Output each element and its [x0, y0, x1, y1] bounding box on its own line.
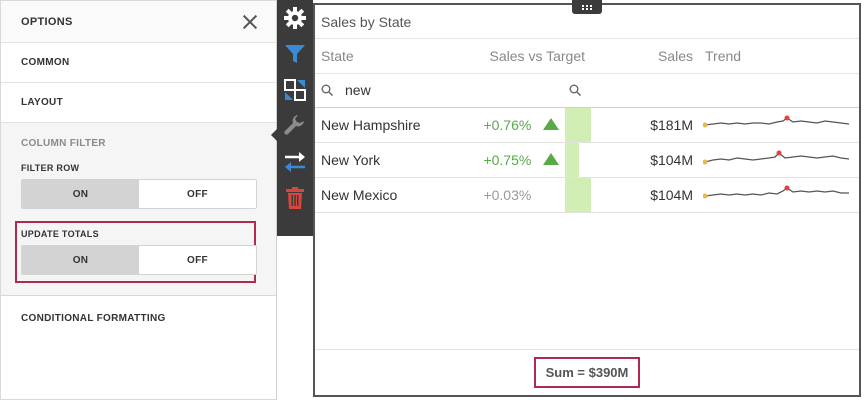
- update-totals-toggle: ON OFF: [21, 245, 257, 275]
- column-header-state[interactable]: State: [321, 47, 354, 64]
- update-totals-off-button[interactable]: OFF: [187, 254, 208, 266]
- options-panel: OPTIONS COMMON LAYOUT COLUMN FILTER FILT…: [0, 0, 277, 400]
- update-totals-field: UPDATE TOTALS ON OFF: [15, 221, 257, 283]
- target-bar: [565, 142, 580, 177]
- delta-value: +0.03%: [483, 186, 532, 203]
- total-sum: Sum = $390M: [533, 357, 641, 388]
- options-header: OPTIONS: [1, 1, 276, 43]
- update-totals-on-button[interactable]: ON: [22, 246, 139, 274]
- totals-footer: Sum = $390M: [315, 349, 859, 395]
- table-row[interactable]: New Hampshire +0.76% $181M: [315, 107, 859, 143]
- wrench-icon[interactable]: [277, 108, 313, 144]
- data-grid: State Sales vs Target Sales Trend new: [315, 39, 859, 213]
- up-arrow-icon: [543, 117, 559, 130]
- filter-row: new: [315, 72, 859, 108]
- section-column-filter: COLUMN FILTER FILTER ROW ON OFF UPDATE T…: [1, 123, 276, 296]
- swap-arrows-icon[interactable]: [277, 144, 313, 180]
- section-conditional-formatting[interactable]: CONDITIONAL FORMATTING: [21, 312, 166, 324]
- search-icon: [569, 84, 581, 96]
- trend-sparkline: [702, 115, 850, 128]
- filter-row-field: FILTER ROW ON OFF: [1, 163, 276, 221]
- table-row[interactable]: New York +0.75% $104M: [315, 142, 859, 178]
- item-caption: Sales by State: [315, 5, 859, 39]
- column-header-trend[interactable]: Trend: [705, 47, 742, 64]
- state-filter-value: new: [345, 82, 371, 98]
- drag-handle-icon[interactable]: [572, 0, 602, 14]
- close-icon[interactable]: [242, 14, 258, 30]
- panel-pointer: [271, 128, 278, 142]
- gear-icon[interactable]: [277, 0, 313, 36]
- sales-cell: $104M: [591, 177, 699, 213]
- sales-cell: $181M: [591, 107, 699, 143]
- item-toolbar: [277, 0, 313, 236]
- state-cell: New York: [315, 142, 460, 178]
- layout-transform-icon[interactable]: [277, 72, 313, 108]
- grid-dashboard-item: Sales by State State Sales vs Target Sal…: [313, 3, 861, 397]
- table-row[interactable]: New Mexico +0.03% $104M: [315, 177, 859, 213]
- filter-icon[interactable]: [277, 36, 313, 72]
- column-header-sales[interactable]: Sales: [657, 47, 693, 64]
- sales-cell: $104M: [591, 142, 699, 178]
- delta-value: +0.76%: [483, 116, 532, 133]
- target-bar: [565, 177, 591, 212]
- options-title: OPTIONS: [21, 15, 73, 28]
- target-bar: [565, 107, 591, 142]
- trash-icon[interactable]: [277, 180, 313, 216]
- filter-row-label: FILTER ROW: [21, 163, 80, 173]
- state-cell: New Mexico: [315, 177, 460, 213]
- filter-row-toggle: ON OFF: [21, 179, 257, 209]
- section-common[interactable]: COMMON: [1, 43, 276, 83]
- search-icon: [321, 84, 333, 96]
- update-totals-label: UPDATE TOTALS: [21, 229, 99, 239]
- section-layout[interactable]: LAYOUT: [1, 83, 276, 123]
- delta-value: +0.75%: [483, 151, 532, 168]
- state-cell: New Hampshire: [315, 107, 460, 143]
- sales-vs-target-filter-input[interactable]: [466, 84, 585, 96]
- column-header-sales-vs-target[interactable]: Sales vs Target: [489, 47, 585, 64]
- state-filter-input[interactable]: new: [321, 82, 454, 98]
- filter-row-off-button[interactable]: OFF: [187, 188, 208, 200]
- trend-sparkline: [702, 185, 849, 199]
- trend-sparkline: [702, 150, 850, 165]
- filter-row-on-button[interactable]: ON: [22, 180, 139, 208]
- up-arrow-icon: [543, 152, 559, 165]
- section-column-filter-title[interactable]: COLUMN FILTER: [21, 137, 106, 149]
